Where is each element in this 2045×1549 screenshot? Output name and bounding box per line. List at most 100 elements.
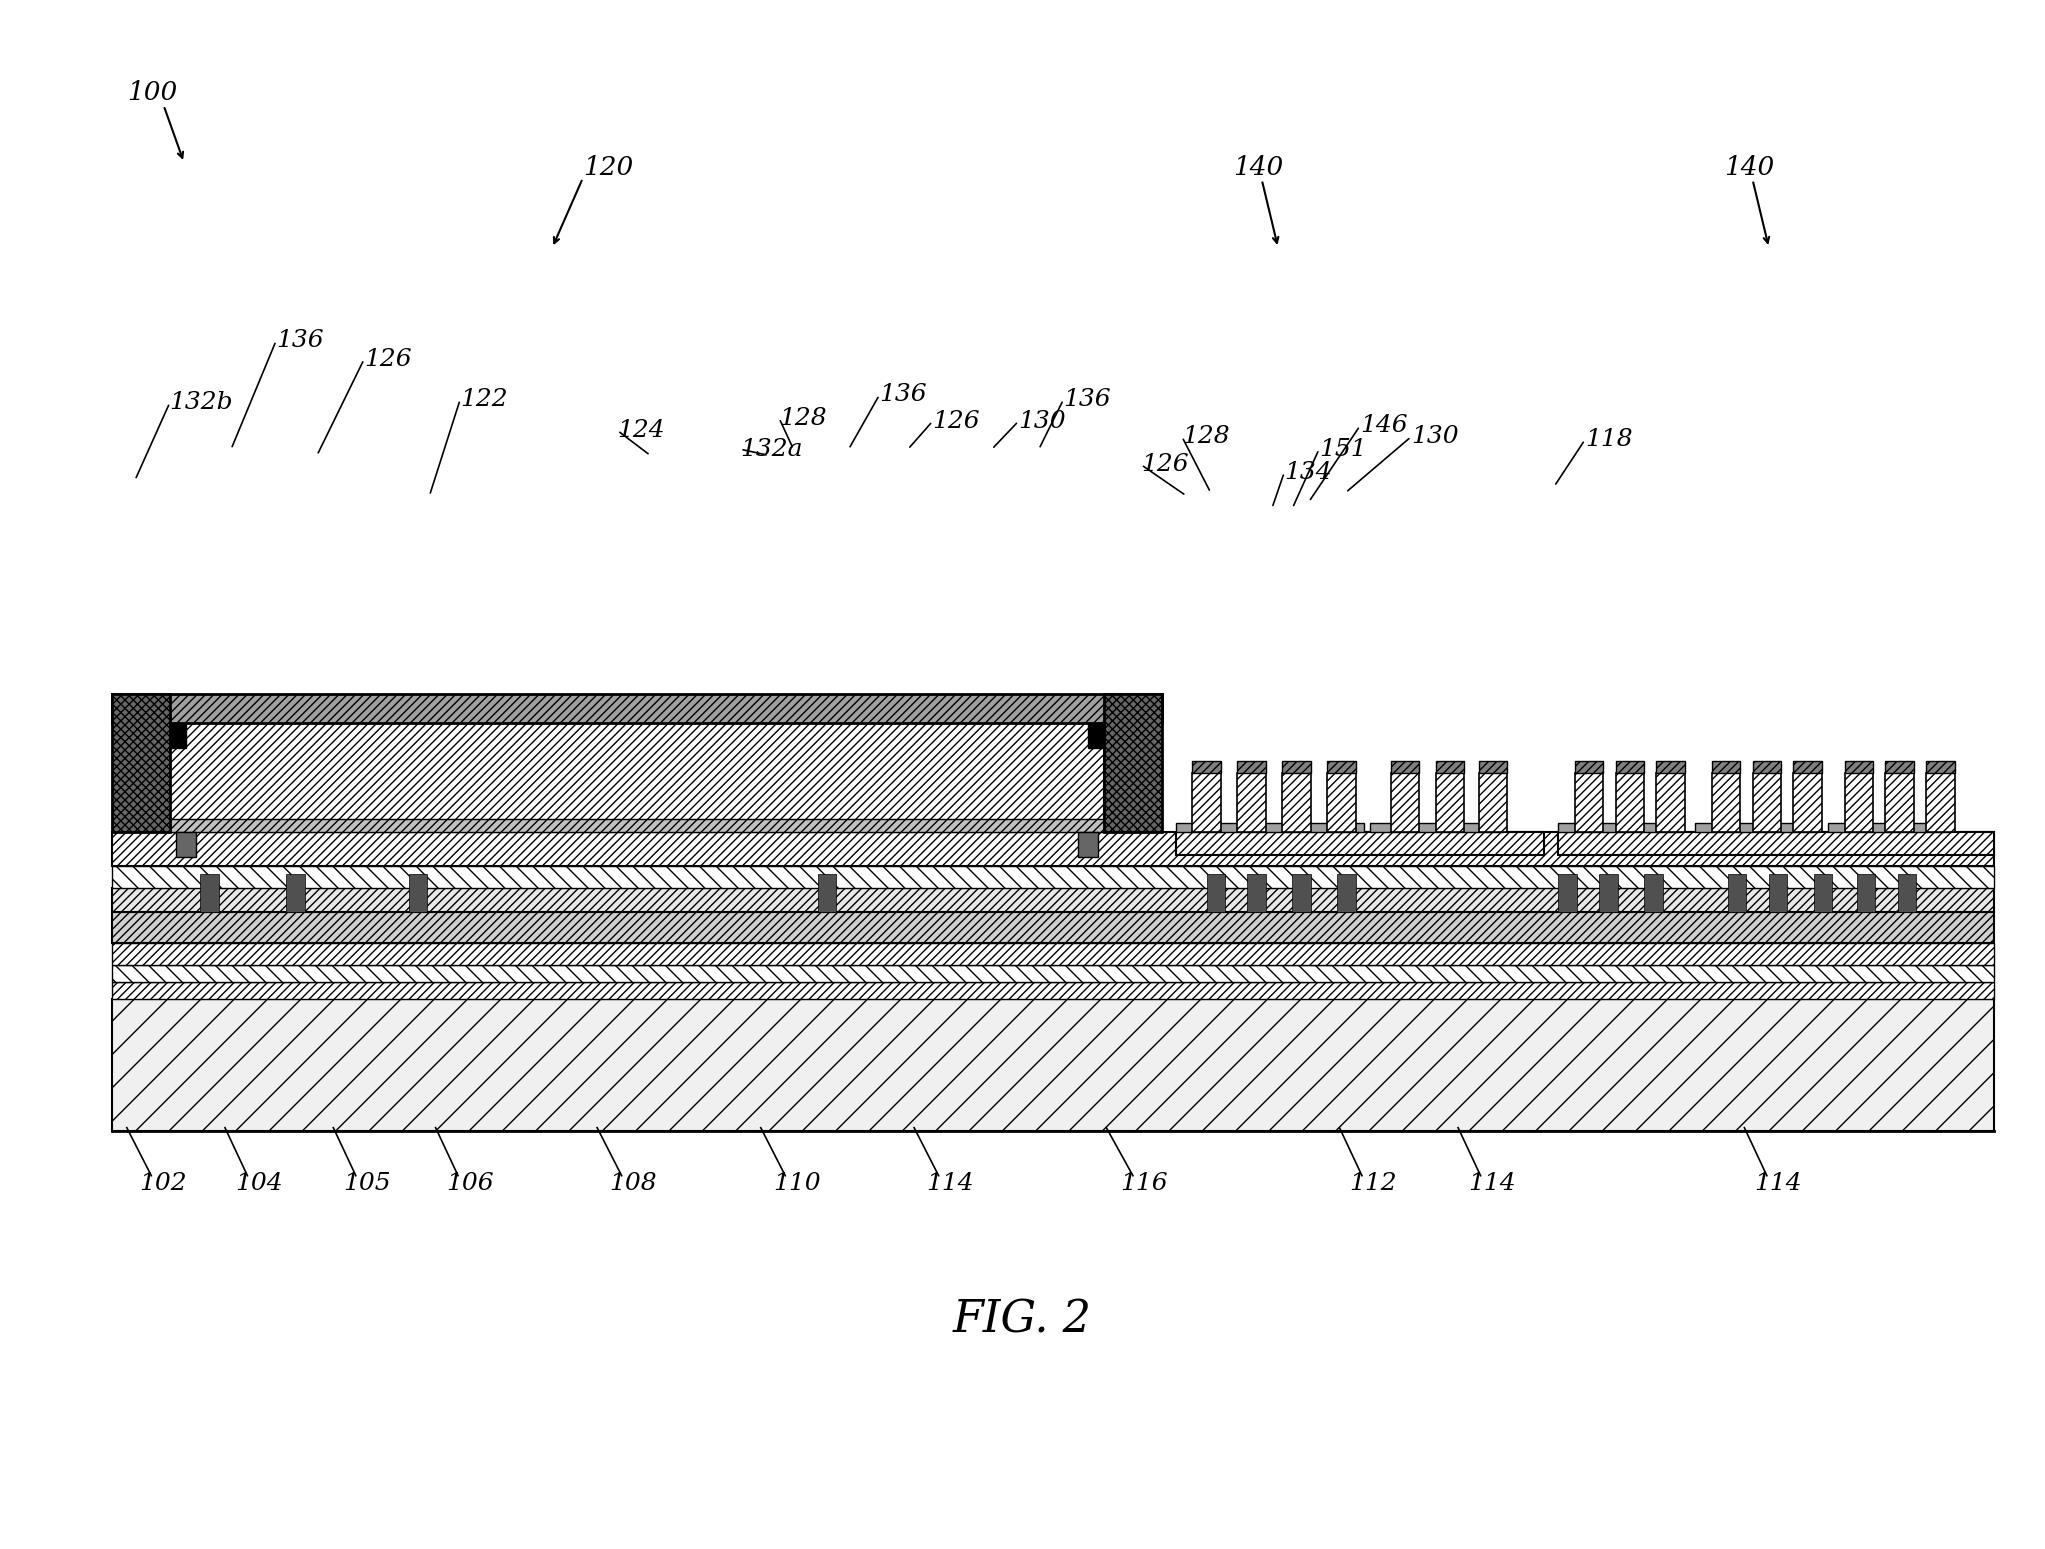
Bar [1575,773,1603,832]
Bar [1078,832,1098,857]
Bar [1599,874,1618,912]
Bar [1695,823,1818,832]
Bar [1176,832,1544,855]
Bar [1712,773,1740,832]
Bar [1728,874,1746,912]
Text: 126: 126 [1141,454,1188,476]
Bar [1926,773,1955,832]
Text: 100: 100 [127,81,178,105]
Bar [112,888,1994,912]
Text: 120: 120 [583,155,634,180]
Bar [1793,761,1822,773]
Bar [1104,694,1162,832]
Text: 132b: 132b [170,392,233,414]
Text: 105: 105 [344,1173,391,1194]
Bar [1814,874,1832,912]
Bar [112,943,1994,965]
Bar [1479,761,1507,773]
Text: 134: 134 [1284,462,1331,483]
Text: 136: 136 [1063,389,1110,410]
Bar [409,874,427,912]
Bar [1828,823,1951,832]
Bar [170,723,1104,832]
Text: 128: 128 [1182,426,1229,448]
Bar [1327,761,1356,773]
Bar [1207,874,1225,912]
Text: 151: 151 [1319,438,1366,460]
Text: 102: 102 [139,1173,186,1194]
Text: 128: 128 [779,407,826,429]
Bar [112,694,170,832]
Text: 130: 130 [1411,426,1458,448]
Bar [1176,823,1364,832]
Bar [1656,761,1685,773]
Bar [1857,874,1875,912]
Text: 140: 140 [1724,155,1775,180]
Bar [1292,874,1311,912]
Bar [1391,773,1419,832]
Text: 114: 114 [1755,1173,1802,1194]
Bar [1237,773,1266,832]
Bar [1575,761,1603,773]
Bar [286,874,305,912]
Bar [1237,761,1266,773]
Text: 114: 114 [1468,1173,1515,1194]
Bar [1558,874,1577,912]
Text: 118: 118 [1585,429,1632,451]
Bar [112,982,1994,999]
Text: 106: 106 [446,1173,493,1194]
Bar [1247,874,1266,912]
Bar [170,819,1104,832]
Text: 126: 126 [933,410,980,432]
Bar [1192,761,1221,773]
Text: 124: 124 [618,420,665,441]
Bar [1088,723,1104,748]
Bar [818,874,836,912]
Bar [1926,761,1955,773]
Bar [1370,823,1503,832]
Bar [200,874,219,912]
Text: 104: 104 [235,1173,282,1194]
Bar [1885,761,1914,773]
Bar [1845,773,1873,832]
Text: 140: 140 [1233,155,1284,180]
Bar [1793,773,1822,832]
Text: 132a: 132a [740,438,804,460]
Bar [170,723,186,748]
Bar [1327,773,1356,832]
Text: 110: 110 [773,1173,820,1194]
Bar [1479,773,1507,832]
Bar [1616,773,1644,832]
Bar [1644,874,1663,912]
Bar [1192,773,1221,832]
Bar [1885,773,1914,832]
Bar [1558,832,1994,855]
Bar [1436,773,1464,832]
Bar [176,832,196,857]
Text: 112: 112 [1350,1173,1397,1194]
Bar [1845,761,1873,773]
Bar [112,999,1994,1131]
Text: 108: 108 [609,1173,656,1194]
Bar [1282,761,1311,773]
Bar [112,832,1994,866]
Bar [112,694,1162,723]
Text: 114: 114 [926,1173,973,1194]
Bar [1282,773,1311,832]
Text: FIG. 2: FIG. 2 [953,1298,1092,1341]
Text: 146: 146 [1360,415,1407,437]
Bar [1769,874,1787,912]
Bar [1898,874,1916,912]
Bar [1656,773,1685,832]
Bar [112,912,1994,943]
Bar [1436,761,1464,773]
Bar [1391,761,1419,773]
Text: 126: 126 [364,349,411,370]
Bar [1616,761,1644,773]
Bar [112,965,1994,982]
Text: 136: 136 [276,330,323,352]
Bar [112,866,1994,888]
Bar [1753,773,1781,832]
Bar [1558,823,1681,832]
Text: 130: 130 [1018,410,1065,432]
